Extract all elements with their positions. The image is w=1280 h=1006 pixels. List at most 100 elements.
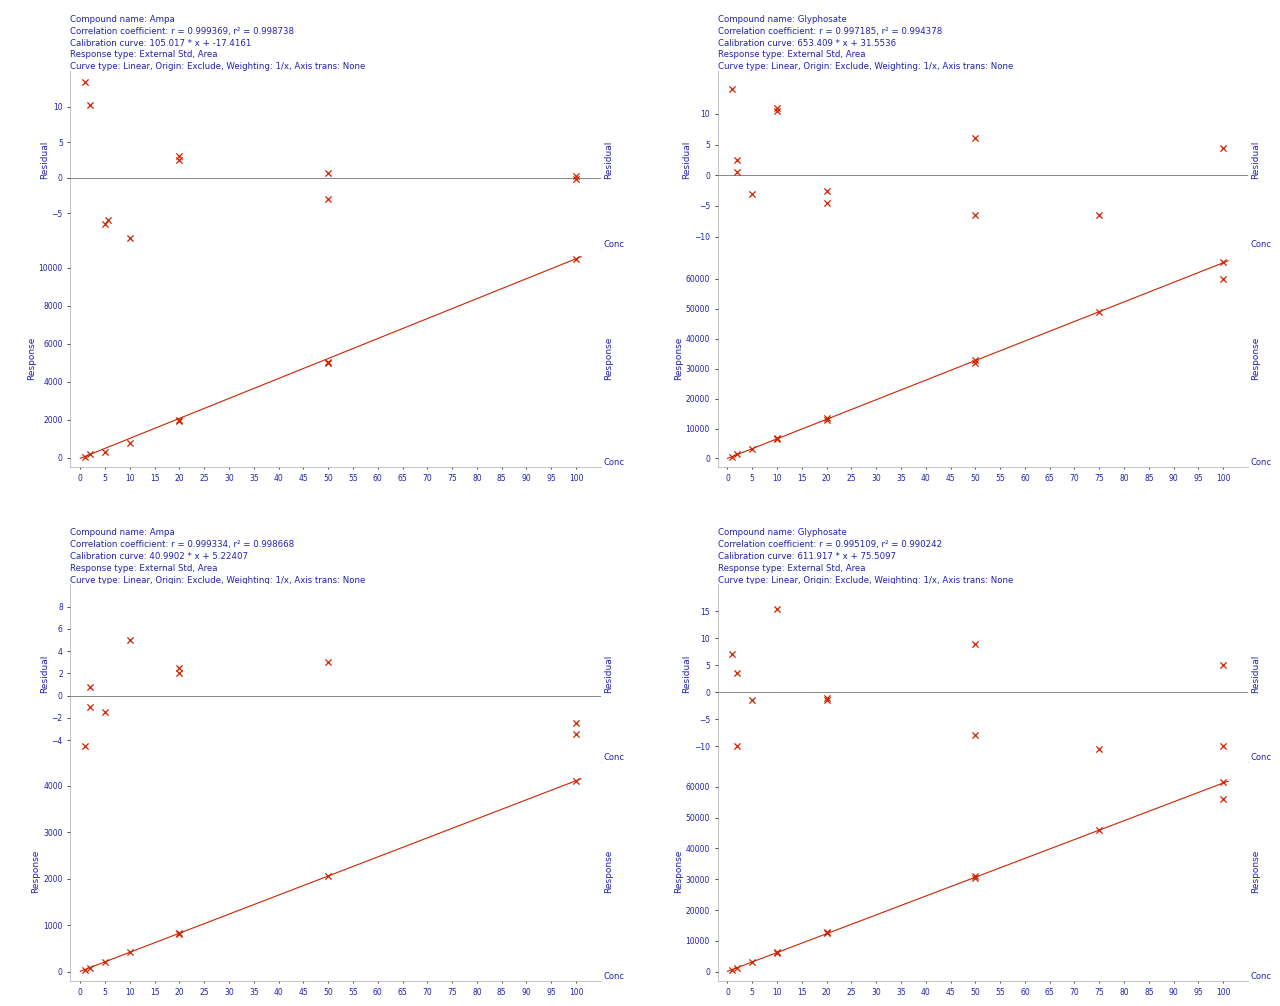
Y-axis label: Residual: Residual bbox=[40, 141, 49, 179]
Point bbox=[965, 727, 986, 743]
Point bbox=[169, 412, 189, 429]
Point bbox=[727, 738, 748, 754]
Point bbox=[79, 446, 100, 462]
Point bbox=[1089, 822, 1110, 838]
Point bbox=[742, 692, 763, 708]
Point bbox=[1089, 207, 1110, 223]
Point bbox=[1213, 271, 1234, 287]
Point bbox=[317, 654, 338, 670]
Point bbox=[1213, 255, 1234, 271]
Y-axis label: Residual: Residual bbox=[682, 141, 691, 179]
Point bbox=[79, 960, 100, 976]
Point bbox=[817, 692, 837, 708]
Point bbox=[76, 962, 96, 978]
Point bbox=[1213, 775, 1234, 791]
Y-axis label: Response: Response bbox=[1251, 336, 1260, 380]
Y-axis label: Response: Response bbox=[27, 336, 36, 380]
Y-axis label: Residual: Residual bbox=[1251, 141, 1260, 179]
Point bbox=[817, 689, 837, 705]
Point bbox=[169, 927, 189, 943]
Point bbox=[1213, 657, 1234, 673]
Point bbox=[722, 647, 742, 663]
Point bbox=[767, 103, 787, 119]
Point bbox=[965, 868, 986, 884]
Point bbox=[169, 660, 189, 676]
Point bbox=[722, 81, 742, 98]
Y-axis label: Response: Response bbox=[1251, 850, 1260, 893]
Text: Conc: Conc bbox=[603, 459, 625, 468]
Text: Conc: Conc bbox=[603, 239, 625, 248]
Point bbox=[767, 431, 787, 447]
Point bbox=[1213, 738, 1234, 754]
Point bbox=[119, 230, 140, 246]
Point bbox=[169, 152, 189, 168]
Text: Conc: Conc bbox=[1251, 239, 1271, 248]
Point bbox=[965, 352, 986, 368]
Text: Compound name: Ampa
Correlation coefficient: r = 0.999369, r² = 0.998738
Calibra: Compound name: Ampa Correlation coeffici… bbox=[70, 15, 366, 71]
Point bbox=[566, 252, 586, 268]
Point bbox=[727, 665, 748, 681]
Y-axis label: Residual: Residual bbox=[604, 141, 613, 179]
Point bbox=[767, 945, 787, 961]
Point bbox=[767, 100, 787, 116]
Point bbox=[727, 447, 748, 463]
Point bbox=[817, 925, 837, 941]
Point bbox=[566, 773, 586, 789]
Point bbox=[566, 168, 586, 184]
Point bbox=[965, 355, 986, 371]
Text: Conc: Conc bbox=[1251, 972, 1271, 981]
Point bbox=[95, 955, 115, 971]
Point bbox=[119, 944, 140, 960]
Text: Compound name: Glyphosate
Correlation coefficient: r = 0.995109, r² = 0.990242
C: Compound name: Glyphosate Correlation co… bbox=[718, 528, 1012, 584]
Y-axis label: Response: Response bbox=[604, 850, 613, 893]
Point bbox=[727, 960, 748, 976]
Point bbox=[119, 435, 140, 451]
Text: Compound name: Ampa
Correlation coefficient: r = 0.999334, r² = 0.998668
Calibra: Compound name: Ampa Correlation coeffici… bbox=[70, 528, 366, 584]
Point bbox=[1089, 740, 1110, 757]
Point bbox=[119, 632, 140, 648]
Point bbox=[742, 186, 763, 202]
Text: Compound name: Glyphosate
Correlation coefficient: r = 0.997185, r² = 0.994378
C: Compound name: Glyphosate Correlation co… bbox=[718, 15, 1012, 71]
Y-axis label: Residual: Residual bbox=[40, 654, 49, 692]
Point bbox=[317, 191, 338, 207]
Point bbox=[76, 737, 96, 753]
Text: Conc: Conc bbox=[603, 972, 625, 981]
Point bbox=[767, 601, 787, 617]
Point bbox=[95, 704, 115, 720]
Point bbox=[722, 449, 742, 465]
Point bbox=[817, 195, 837, 211]
Point bbox=[767, 944, 787, 960]
Point bbox=[767, 431, 787, 447]
Point bbox=[169, 148, 189, 164]
Point bbox=[817, 411, 837, 428]
Point bbox=[817, 182, 837, 198]
Text: Conc: Conc bbox=[1251, 459, 1271, 468]
Point bbox=[1213, 140, 1234, 156]
Point bbox=[727, 164, 748, 180]
Point bbox=[79, 698, 100, 714]
Point bbox=[76, 449, 96, 465]
Point bbox=[965, 131, 986, 147]
Point bbox=[79, 679, 100, 695]
Point bbox=[965, 869, 986, 885]
Point bbox=[317, 868, 338, 884]
Point bbox=[95, 444, 115, 460]
Point bbox=[1089, 304, 1110, 320]
Point bbox=[97, 212, 118, 228]
Point bbox=[965, 207, 986, 223]
Y-axis label: Residual: Residual bbox=[604, 654, 613, 692]
Point bbox=[169, 665, 189, 681]
Y-axis label: Response: Response bbox=[604, 336, 613, 380]
Point bbox=[79, 98, 100, 114]
Point bbox=[722, 962, 742, 978]
Point bbox=[1213, 791, 1234, 807]
Point bbox=[742, 954, 763, 970]
Point bbox=[317, 165, 338, 181]
Y-axis label: Residual: Residual bbox=[1251, 654, 1260, 692]
Point bbox=[95, 216, 115, 232]
Point bbox=[566, 715, 586, 731]
Point bbox=[317, 354, 338, 370]
Point bbox=[965, 636, 986, 652]
Point bbox=[169, 925, 189, 941]
Point bbox=[817, 410, 837, 427]
